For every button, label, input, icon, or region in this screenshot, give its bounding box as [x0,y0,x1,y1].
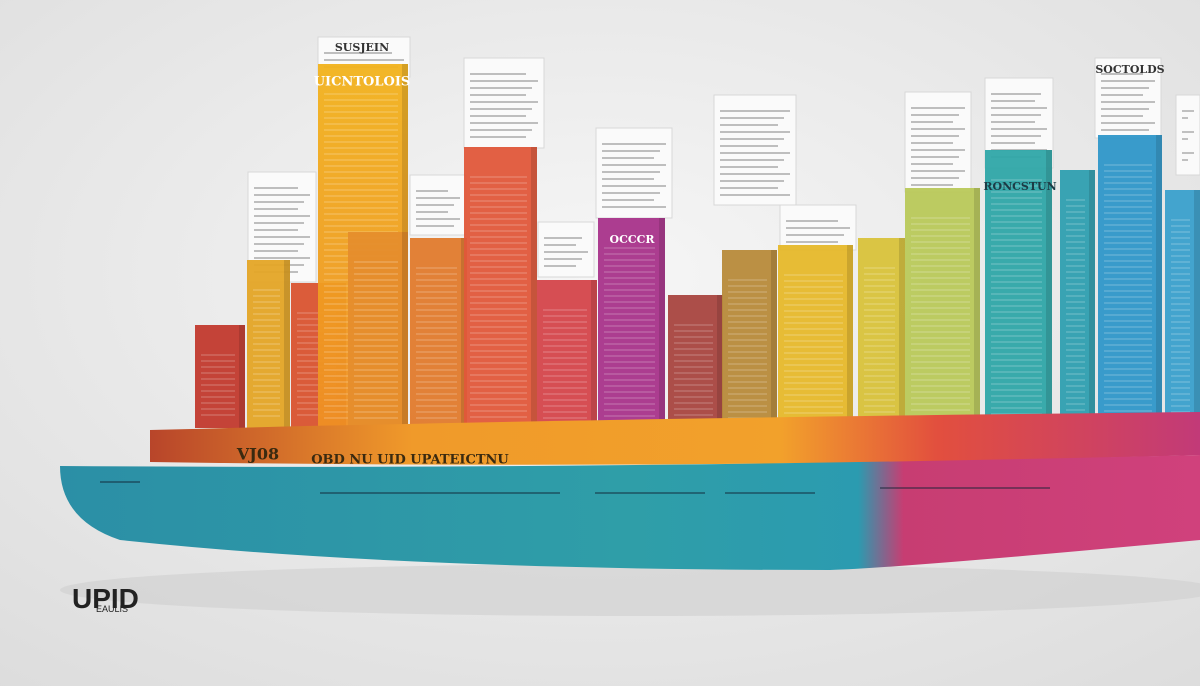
bar [1098,135,1162,428]
shelf-tag: VJ08 [236,445,279,464]
bars [195,64,1200,428]
bar-shade [239,325,245,428]
bar-shade [531,147,537,428]
paper [537,221,595,278]
bar-shade [659,218,665,428]
shelf-title: OBD NU UID UPATEICTNU [311,453,509,468]
bar [905,188,980,428]
bar-text: UICNTOLOIS [314,75,411,90]
bar [668,295,723,428]
paper [713,94,797,206]
bar [464,147,537,428]
paper [904,91,972,193]
shadow [60,564,1200,616]
paper [595,127,673,219]
logo-caption: EAULIS [96,604,128,614]
bar [195,325,245,428]
bar-shade [402,232,408,428]
text-lines [100,481,1050,494]
bar-shade [974,188,980,428]
sign-text: SUSJEIN [335,41,389,54]
sign-text: SOCTOLDS [1095,63,1164,76]
shelf-top [150,412,1200,465]
bar-text: RONCSTUN [983,180,1056,193]
bar [410,238,467,428]
bar-shade [899,238,905,428]
bar [722,250,777,428]
bar-shade [1156,135,1162,428]
bar [348,232,408,428]
bar-shade [1194,190,1200,428]
logo-mark: UPID [72,583,139,614]
bar-shade [771,250,777,428]
bar [1060,170,1095,428]
bar-shade [1089,170,1095,428]
bar [598,218,665,428]
paper [1175,94,1200,176]
paper [1094,57,1162,139]
bar-shade [284,260,290,428]
bar-shade [717,295,723,428]
bar-shade [1046,150,1052,428]
bar [537,280,597,428]
bar [778,245,853,428]
bar [247,260,290,428]
bar-text: OCCCR [610,233,656,246]
bar [985,150,1052,428]
bar-shade [591,280,597,428]
bar-shade [847,245,853,428]
shelf-base [60,455,1200,570]
bar [858,238,905,428]
paper [463,57,545,149]
bar [1165,190,1200,428]
